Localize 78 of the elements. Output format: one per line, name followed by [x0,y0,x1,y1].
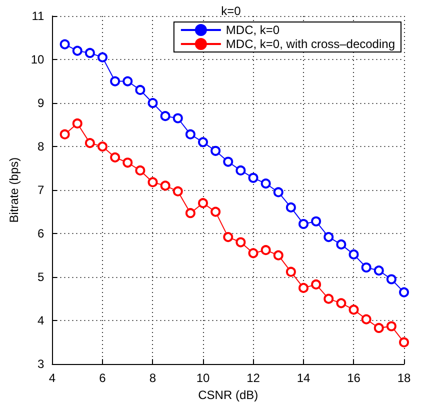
point [273,250,284,260]
x-tick-label: 12 [246,371,260,386]
point [386,274,396,284]
point [84,138,95,148]
point [223,156,234,167]
point [324,232,334,242]
point [286,202,296,212]
chart-title: k=0 [221,4,242,18]
point [160,111,170,122]
point [348,304,359,315]
point [110,152,120,162]
point [336,298,346,308]
point [248,172,258,183]
point [122,76,133,86]
point [248,248,258,258]
x-tick-label: 14 [296,371,310,386]
y-tick-label: 7 [38,183,45,198]
y-tick-label: 9 [38,96,45,110]
point [336,239,346,250]
point [210,206,221,217]
point [135,84,146,95]
y-tick-label: 8 [38,140,45,154]
point [172,113,183,124]
point [361,314,372,324]
point [148,98,158,108]
y-tick-label: 4 [38,314,45,328]
point [298,218,308,229]
point [399,287,409,298]
point [374,322,384,333]
point [160,180,170,191]
point [110,76,120,86]
y-tick-label: 10 [30,52,45,67]
point [236,165,246,176]
point [185,208,196,218]
point [185,129,196,140]
point [72,118,82,128]
point [298,282,308,293]
point [324,294,334,304]
point [361,262,372,272]
point [148,177,158,188]
point [210,146,221,156]
point [311,279,322,290]
x-tick-label: 6 [99,371,106,386]
legend-label: MDC, k=0 [226,23,280,37]
point [223,232,234,242]
point [72,46,82,56]
x-tick-label: 18 [397,371,411,386]
y-axis-title: Bitrate (bps) [7,157,21,223]
x-tick-label: 10 [196,371,210,386]
point [198,198,208,208]
point [172,186,183,196]
point [260,178,271,189]
point [122,158,133,168]
point [260,245,271,256]
point [198,137,208,148]
point [60,129,70,140]
point [348,249,359,260]
point [135,165,146,176]
point [386,321,396,332]
y-tick-label: 11 [32,9,45,23]
point [98,52,108,62]
legend-label: MDC, k=0, with cross–decoding [226,37,396,51]
point [374,266,384,276]
point [98,142,108,152]
x-tick-label: 8 [149,371,156,386]
y-tick-label: 5 [38,270,45,284]
point [273,187,284,198]
x-tick-label: 16 [347,371,361,386]
y-tick-label: 3 [38,357,45,372]
point [236,237,246,248]
point [286,266,296,277]
x-axis-title: CSNR (dB) [198,388,258,402]
point [60,39,70,50]
x-tick-label: 4 [48,371,56,386]
point [311,216,322,226]
y-tick-label: 6 [38,226,45,241]
point [84,48,95,58]
point [399,337,409,348]
